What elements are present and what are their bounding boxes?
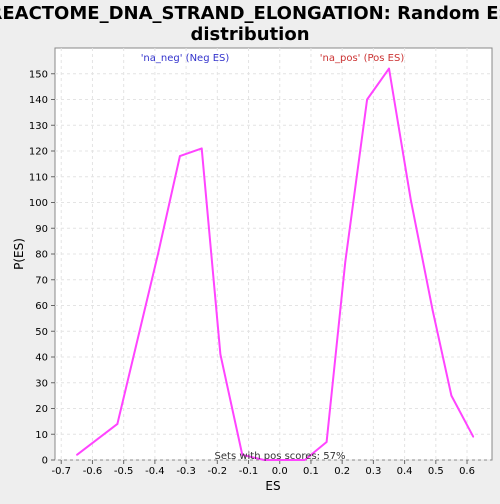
y-tick-label: 120 bbox=[29, 147, 48, 158]
y-tick-label: 150 bbox=[29, 69, 48, 80]
y-tick-label: 130 bbox=[29, 121, 48, 132]
x-tick-label: -0.2 bbox=[208, 466, 228, 477]
x-tick-label: 0.4 bbox=[397, 466, 413, 477]
x-tick-label: -0.6 bbox=[83, 466, 103, 477]
x-tick-label: -0.7 bbox=[51, 466, 71, 477]
y-axis-label: P(ES) bbox=[12, 238, 26, 270]
y-tick-label: 0 bbox=[42, 456, 48, 467]
data-point bbox=[219, 353, 222, 356]
y-tick-label: 100 bbox=[29, 198, 48, 209]
y-tick-label: 30 bbox=[35, 378, 48, 389]
y-tick-label: 60 bbox=[35, 301, 48, 312]
chart-title-line-2: distribution bbox=[190, 24, 309, 45]
data-point bbox=[366, 98, 368, 101]
series-layer bbox=[76, 67, 475, 461]
y-tick-label: 40 bbox=[35, 353, 48, 364]
data-point bbox=[303, 459, 306, 461]
annotation-pos-score-share: Sets with pos scores: 57% bbox=[215, 451, 346, 462]
data-point bbox=[450, 394, 453, 397]
chart-title-line-1: REACTOME_DNA_STRAND_ELONGATION: Random E… bbox=[0, 3, 500, 24]
data-point bbox=[431, 309, 434, 312]
y-tick-label: 10 bbox=[35, 430, 48, 441]
y-tick-label: 20 bbox=[35, 404, 48, 415]
data-point bbox=[344, 260, 347, 263]
y-tick-label: 110 bbox=[29, 172, 48, 183]
data-point bbox=[241, 454, 244, 456]
data-point bbox=[325, 441, 328, 443]
x-tick-label: -0.5 bbox=[114, 466, 134, 477]
data-point bbox=[263, 459, 265, 461]
annotation-neg-es: 'na_neg' (Neg ES) bbox=[141, 53, 230, 64]
x-tick-label: 0.0 bbox=[272, 466, 288, 477]
data-point bbox=[179, 155, 181, 157]
data-point bbox=[410, 199, 412, 201]
x-tick-label: 0.1 bbox=[303, 466, 319, 477]
y-tick-label: 90 bbox=[35, 224, 48, 235]
x-tick-label: 0.6 bbox=[459, 466, 475, 477]
data-point bbox=[200, 147, 203, 150]
y-tick-label: 70 bbox=[35, 275, 48, 286]
x-tick-label: 0.5 bbox=[428, 466, 444, 477]
x-axis-label: ES bbox=[265, 479, 280, 493]
y-tick-label: 80 bbox=[35, 250, 48, 261]
data-point bbox=[116, 423, 119, 425]
y-tick-label: 50 bbox=[35, 327, 48, 338]
x-tick-label: -0.3 bbox=[176, 466, 196, 477]
axis-ticks: -0.7 -0.6 -0.5 -0.4 -0.3 -0.2 -0.1 0.0 0.1 0.2 0.3… bbox=[29, 69, 475, 477]
x-tick-label: 0.2 bbox=[334, 466, 350, 477]
annotation-pos-es: 'na_pos' (Pos ES) bbox=[320, 53, 405, 64]
x-tick-label: -0.1 bbox=[239, 466, 259, 477]
data-point bbox=[472, 436, 475, 438]
data-point bbox=[157, 253, 159, 255]
data-point bbox=[388, 67, 390, 70]
x-tick-label: 0.3 bbox=[365, 466, 381, 477]
y-tick-label: 140 bbox=[29, 95, 48, 106]
x-tick-label: -0.4 bbox=[145, 466, 165, 477]
data-point bbox=[76, 454, 78, 456]
